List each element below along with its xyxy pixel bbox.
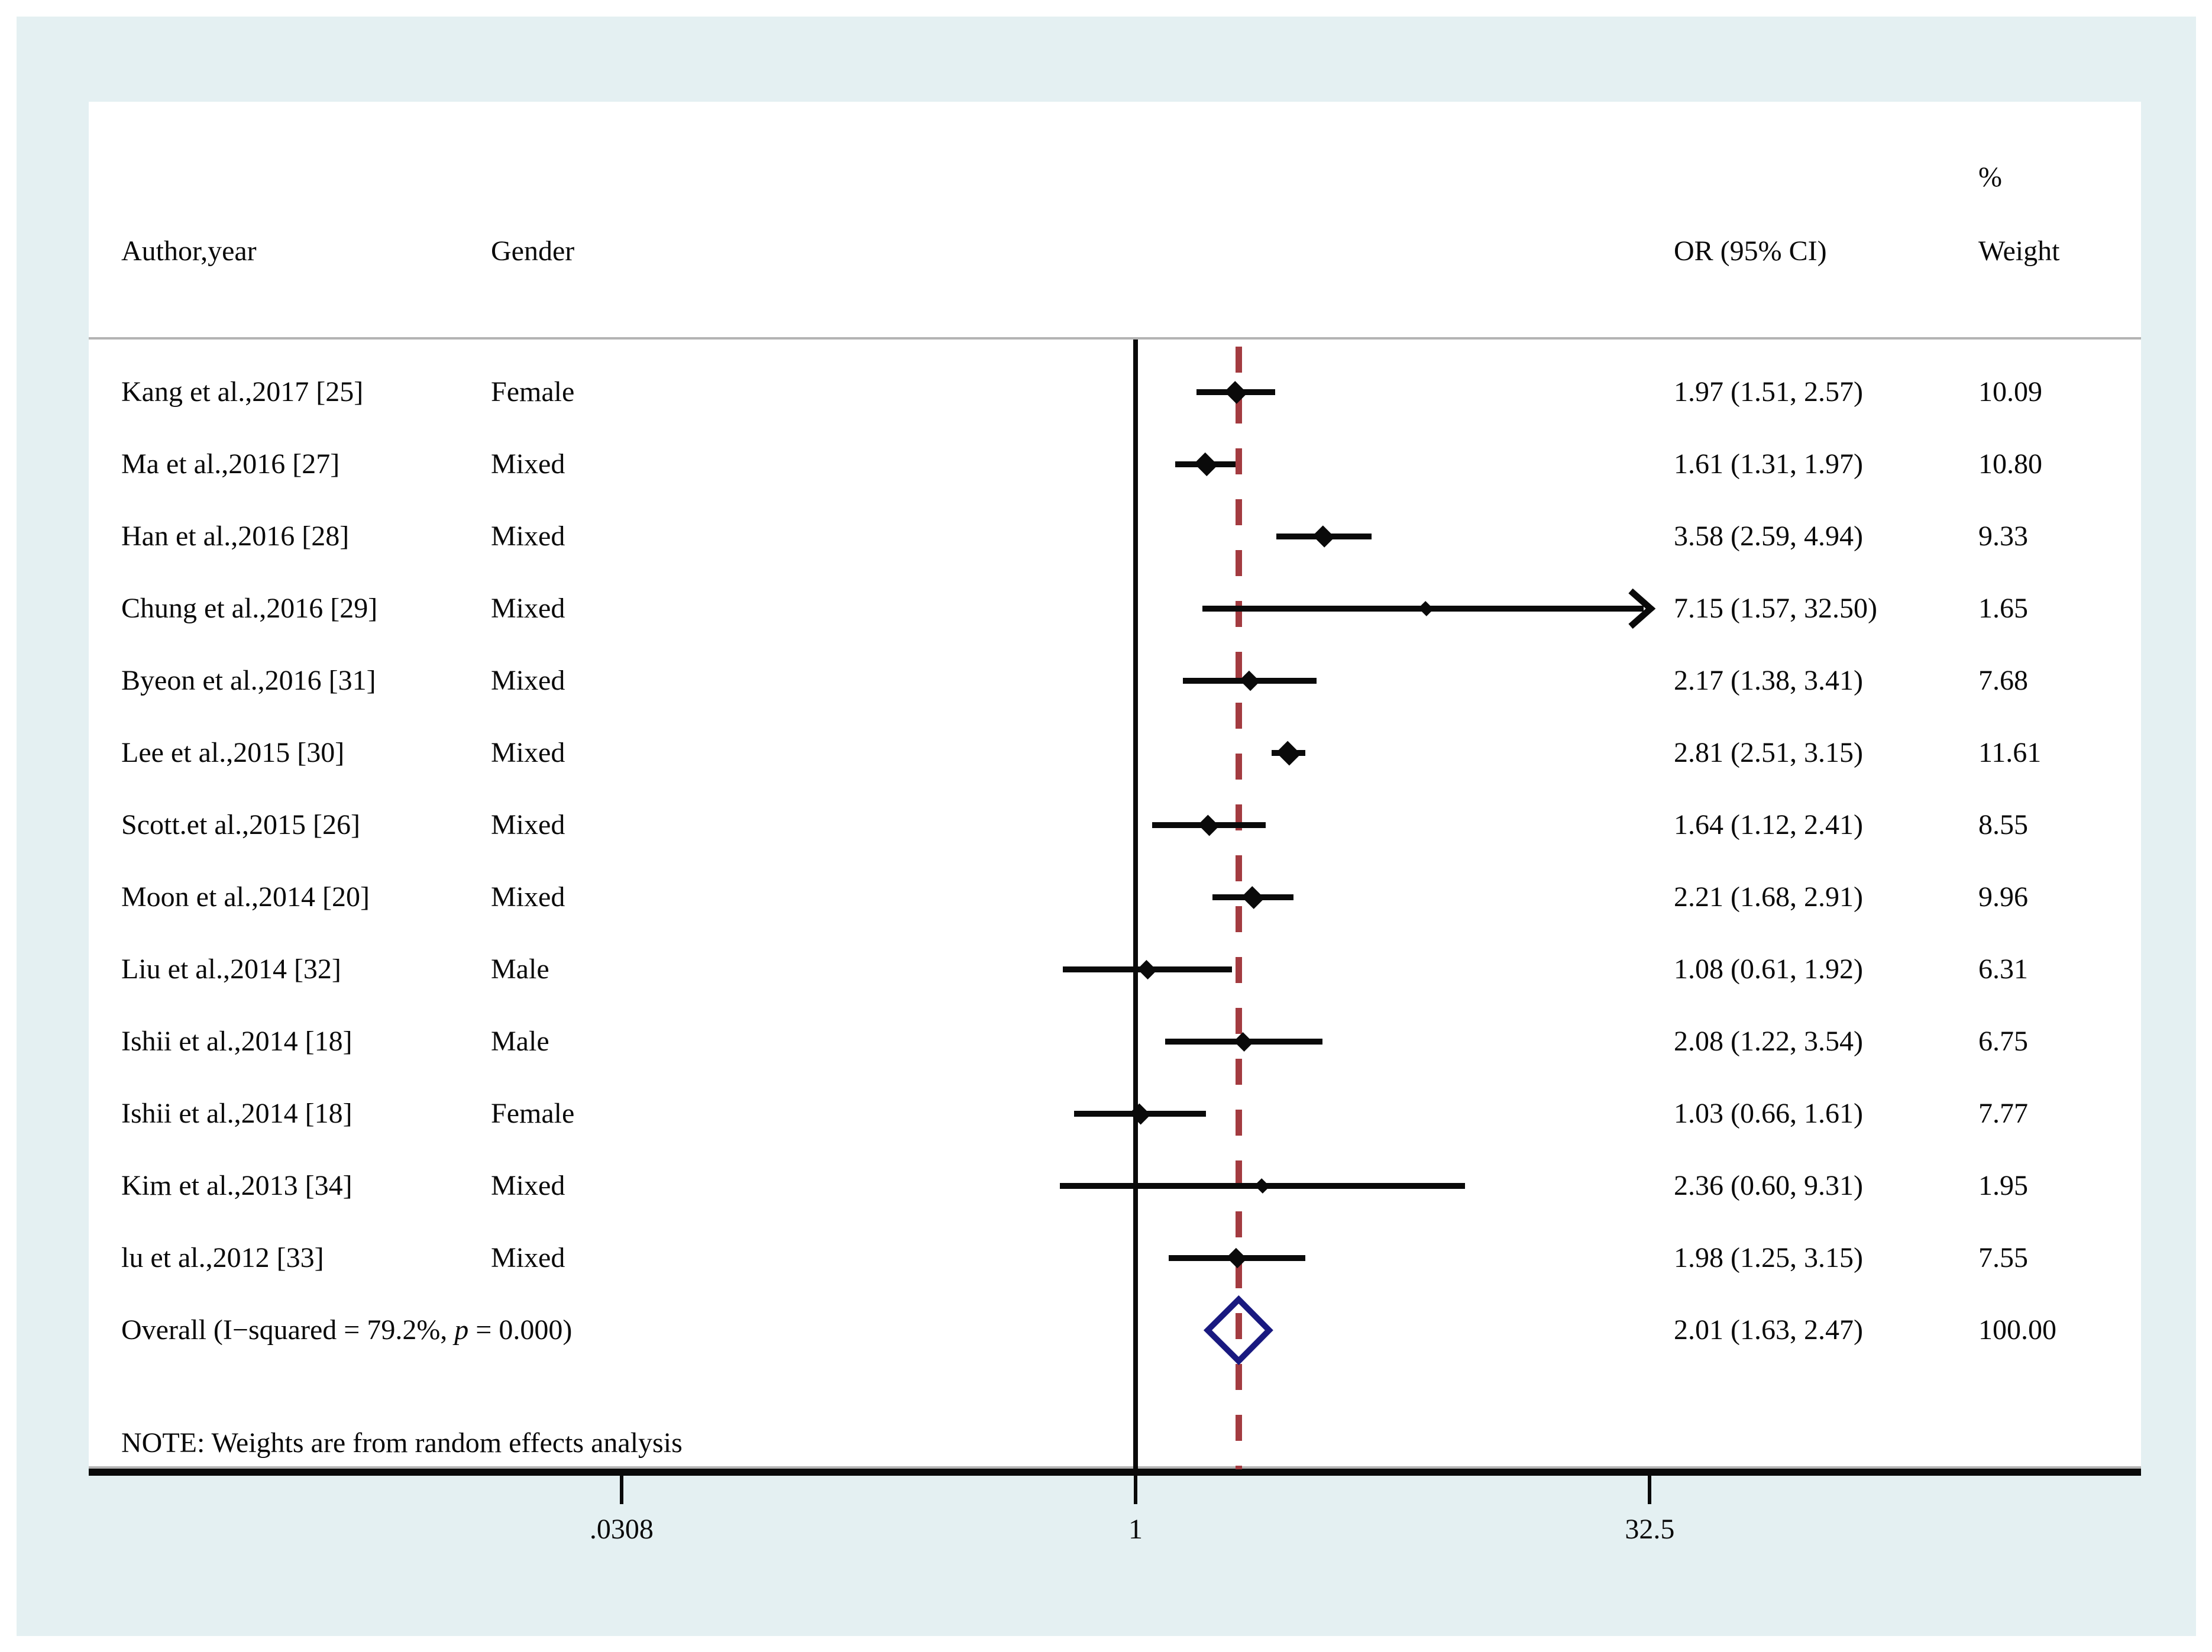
overall-label: Overall (I−squared = 79.2%, p = 0.000): [121, 1314, 573, 1346]
study-gender-label: Mixed: [491, 881, 565, 913]
weight-header: Weight: [1978, 235, 2060, 267]
study-author-label: Chung et al.,2016 [29]: [121, 593, 378, 624]
author-year-header: Author,year: [121, 235, 257, 267]
note-text: NOTE: Weights are from random effects an…: [121, 1427, 683, 1459]
overall-estimate-dashed-line: [1236, 347, 1243, 1469]
study-or-ci-value: 2.21 (1.68, 2.91): [1674, 881, 1863, 913]
study-or-ci-value: 3.58 (2.59, 4.94): [1674, 521, 1863, 552]
weight-percent-header: %: [1978, 161, 2002, 193]
study-gender-label: Mixed: [491, 1242, 565, 1273]
study-weight-value: 7.68: [1978, 665, 2028, 696]
study-or-ci-value: 1.08 (0.61, 1.92): [1674, 953, 1863, 985]
study-or-ci-value: 1.64 (1.12, 2.41): [1674, 809, 1863, 840]
study-weight-value: 7.77: [1978, 1098, 2028, 1129]
study-author-label: Byeon et al.,2016 [31]: [121, 665, 376, 696]
study-weight-value: 6.31: [1978, 953, 2028, 985]
study-gender-label: Female: [491, 376, 575, 408]
study-author-label: lu et al.,2012 [33]: [121, 1242, 324, 1273]
gender-header: Gender: [491, 235, 575, 267]
study-weight-value: 6.75: [1978, 1026, 2028, 1057]
study-or-ci-value: 7.15 (1.57, 32.50): [1674, 593, 1877, 624]
study-gender-label: Female: [491, 1098, 575, 1129]
study-weight-value: 10.80: [1978, 448, 2042, 480]
study-weight-value: 1.65: [1978, 593, 2028, 624]
study-or-ci-value: 2.36 (0.60, 9.31): [1674, 1170, 1863, 1201]
overall-diamond: [1203, 1295, 1273, 1366]
study-gender-label: Male: [491, 1026, 549, 1057]
study-or-ci-value: 1.03 (0.66, 1.61): [1674, 1098, 1863, 1129]
study-author-label: Han et al.,2016 [28]: [121, 521, 350, 552]
study-weight-value: 10.09: [1978, 376, 2042, 408]
study-gender-label: Mixed: [491, 737, 565, 768]
study-weight-value: 9.96: [1978, 881, 2028, 913]
x-axis-tick-mark: [1648, 1476, 1652, 1504]
header-separator-line: [89, 337, 2141, 340]
x-axis-tick-label: 1: [1128, 1514, 1143, 1545]
study-author-label: Ma et al.,2016 [27]: [121, 448, 340, 480]
study-or-ci-value: 1.61 (1.31, 1.97): [1674, 448, 1863, 480]
study-author-label: Liu et al.,2014 [32]: [121, 953, 341, 985]
overall-or-ci-value: 2.01 (1.63, 2.47): [1674, 1314, 1863, 1346]
or-ci-header: OR (95% CI): [1674, 235, 1827, 267]
reference-line-or-1: [1133, 340, 1138, 1469]
x-axis-tick-label: 32.5: [1625, 1514, 1675, 1545]
study-author-label: Kang et al.,2017 [25]: [121, 376, 364, 408]
study-weight-value: 1.95: [1978, 1170, 2028, 1201]
study-author-label: Ishii et al.,2014 [18]: [121, 1026, 353, 1057]
study-weight-value: 9.33: [1978, 521, 2028, 552]
study-or-ci-value: 2.81 (2.51, 3.15): [1674, 737, 1863, 768]
x-axis-tick-mark: [619, 1476, 623, 1504]
x-axis-tick-mark: [1134, 1476, 1137, 1504]
study-or-ci-value: 1.98 (1.25, 3.15): [1674, 1242, 1863, 1273]
plot-panel: [89, 102, 2141, 1469]
study-gender-label: Mixed: [491, 809, 565, 840]
study-or-ci-value: 1.97 (1.51, 2.57): [1674, 376, 1863, 408]
study-gender-label: Mixed: [491, 1170, 565, 1201]
study-weight-value: 7.55: [1978, 1242, 2028, 1273]
study-author-label: Scott.et al.,2015 [26]: [121, 809, 360, 840]
study-gender-label: Mixed: [491, 521, 565, 552]
x-axis-line: [89, 1469, 2141, 1476]
study-author-label: Ishii et al.,2014 [18]: [121, 1098, 353, 1129]
ci-arrow-right-icon: [1628, 588, 1656, 629]
study-gender-label: Mixed: [491, 448, 565, 480]
study-gender-label: Male: [491, 953, 549, 985]
study-or-ci-value: 2.08 (1.22, 3.54): [1674, 1026, 1863, 1057]
study-author-label: Kim et al.,2013 [34]: [121, 1170, 353, 1201]
overall-weight-value: 100.00: [1978, 1314, 2056, 1346]
study-author-label: Moon et al.,2014 [20]: [121, 881, 370, 913]
x-axis-tick-label: .0308: [589, 1514, 654, 1545]
study-or-ci-value: 2.17 (1.38, 3.41): [1674, 665, 1863, 696]
study-author-label: Lee et al.,2015 [30]: [121, 737, 345, 768]
study-weight-value: 8.55: [1978, 809, 2028, 840]
study-gender-label: Mixed: [491, 593, 565, 624]
study-weight-value: 11.61: [1978, 737, 2042, 768]
axis-shadow-line: [89, 1466, 2141, 1469]
study-gender-label: Mixed: [491, 665, 565, 696]
